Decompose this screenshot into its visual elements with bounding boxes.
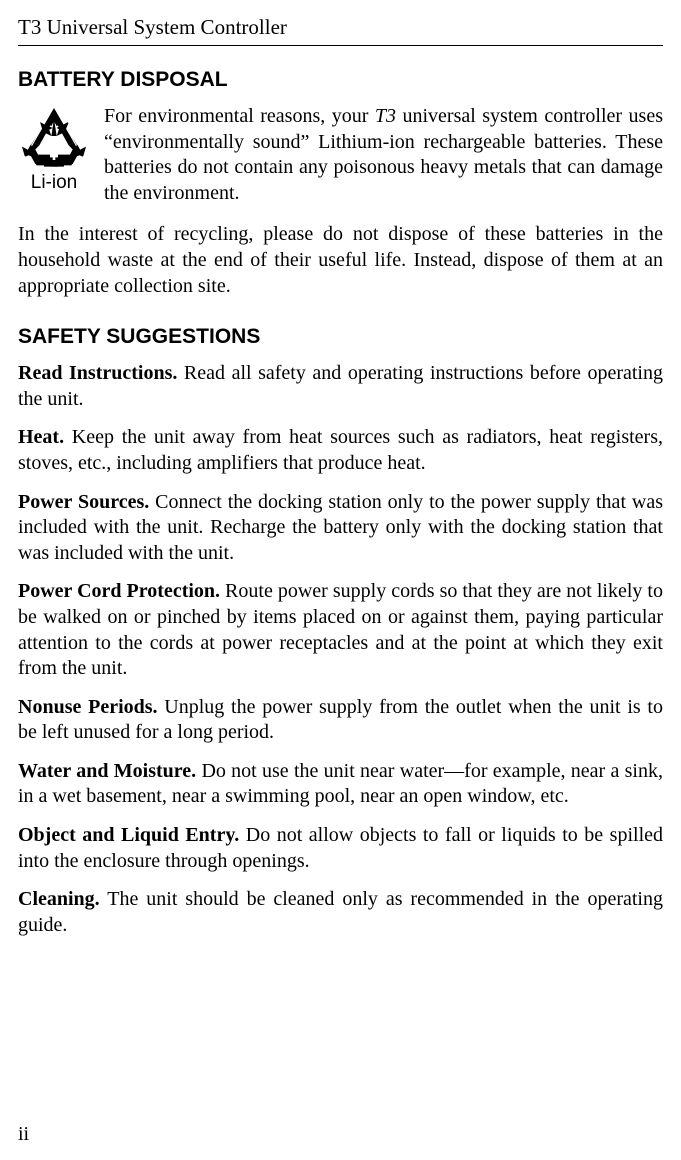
safety-item-label: Object and Liquid Entry.: [18, 824, 239, 846]
safety-item-label: Nonuse Periods.: [18, 696, 158, 718]
safety-item: Nonuse Periods. Unplug the power supply …: [18, 695, 663, 746]
recycle-icon-container: Li-ion: [18, 104, 90, 194]
safety-item-label: Water and Moisture.: [18, 760, 196, 782]
safety-item: Power Cord Protection. Route power suppl…: [18, 579, 663, 681]
battery-para-2: In the interest of recycling, please do …: [18, 222, 663, 299]
safety-item: Power Sources. Connect the docking stati…: [18, 490, 663, 567]
safety-item-label: Power Sources.: [18, 491, 149, 513]
page-number: ii: [18, 1123, 29, 1146]
safety-item-text: The unit should be cleaned only as recom…: [18, 888, 663, 936]
safety-section-title: SAFETY SUGGESTIONS: [18, 325, 663, 349]
safety-item: Read Instructions. Read all safety and o…: [18, 361, 663, 412]
page-header: T3 Universal System Controller: [18, 15, 663, 46]
battery-disposal-section: BATTERY DISPOSAL: [18, 68, 663, 299]
text-pre: For environmental reasons, your: [104, 105, 375, 127]
safety-item: Cleaning. The unit should be cleaned onl…: [18, 887, 663, 938]
safety-item-label: Heat.: [18, 426, 64, 448]
product-name-italic: T3: [375, 105, 396, 127]
recycle-icon: [20, 108, 88, 168]
battery-section-title: BATTERY DISPOSAL: [18, 68, 663, 92]
safety-section: SAFETY SUGGESTIONS Read Instructions. Re…: [18, 325, 663, 938]
safety-item: Object and Liquid Entry. Do not allow ob…: [18, 823, 663, 874]
safety-item-text: Keep the unit away from heat sources suc…: [18, 426, 663, 474]
safety-item-label: Read Instructions.: [18, 362, 177, 384]
battery-para-1: For environmental reasons, your T3 unive…: [104, 104, 663, 206]
icon-text-row: Li-ion For environmental reasons, your T…: [18, 104, 663, 206]
safety-item-label: Power Cord Protection.: [18, 580, 220, 602]
safety-item-label: Cleaning.: [18, 888, 100, 910]
safety-item: Heat. Keep the unit away from heat sourc…: [18, 425, 663, 476]
safety-item: Water and Moisture. Do not use the unit …: [18, 759, 663, 810]
li-ion-label: Li-ion: [31, 172, 77, 194]
